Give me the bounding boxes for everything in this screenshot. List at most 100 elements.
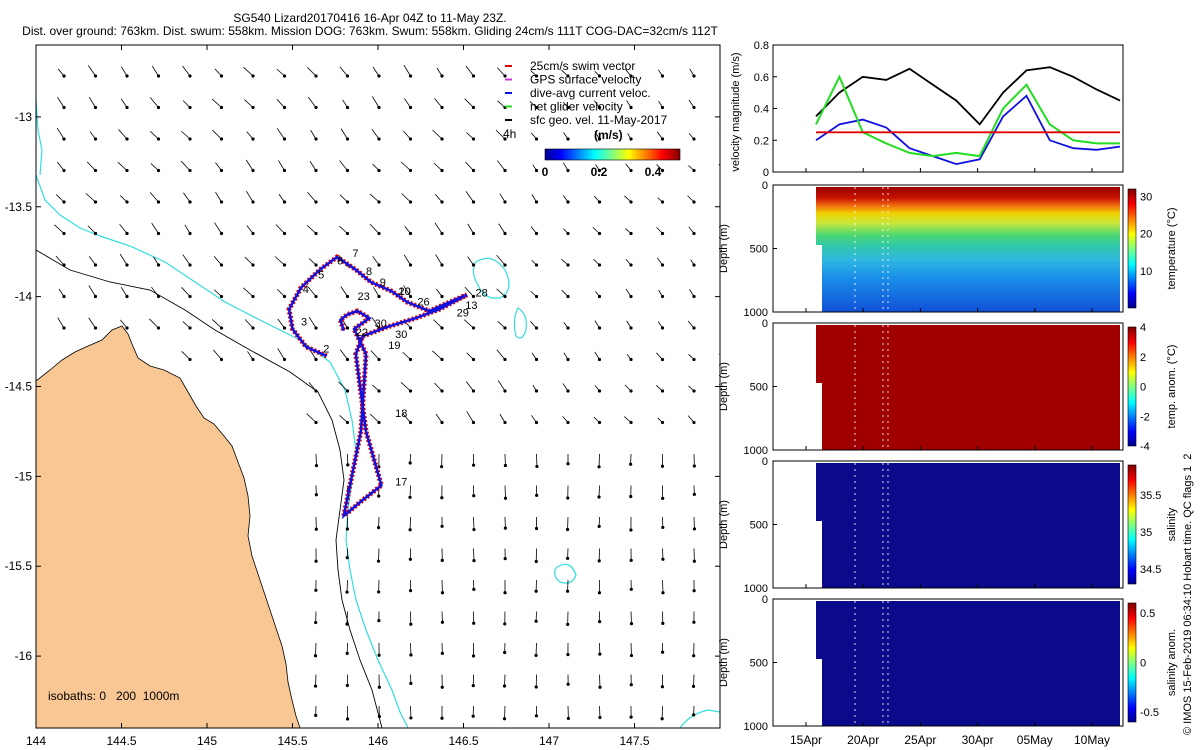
velocity-arrow xyxy=(244,99,254,108)
velocity-arrow-head xyxy=(93,105,98,110)
velocity-arrow-head xyxy=(503,294,507,299)
colorbar-tick-label: 2 xyxy=(1140,352,1146,364)
velocity-arrow-head xyxy=(440,465,444,469)
velocity-arrow-head xyxy=(597,168,602,173)
velocity-arrow-head xyxy=(660,326,665,330)
velocity-arrow-head xyxy=(724,717,727,720)
velocity-arrow xyxy=(433,319,443,329)
isobath-1000m-north xyxy=(36,99,43,176)
map-x-tick-label: 146.5 xyxy=(448,734,478,748)
velocity-arrow xyxy=(434,382,443,392)
velocity-arrow-head xyxy=(597,326,602,330)
velocity-arrow-head xyxy=(503,591,507,595)
velocity-arrow-head xyxy=(62,74,66,78)
velocity-arrow xyxy=(120,319,128,329)
velocity-arrow xyxy=(183,192,191,203)
velocity-arrow-head xyxy=(251,105,255,110)
map-x-tick-label: 145 xyxy=(197,734,217,748)
velocity-arrow-head xyxy=(440,420,444,425)
velocity-arrow-head xyxy=(219,105,224,110)
colorbar-tick-label: -4 xyxy=(1140,441,1150,453)
velocity-arrow-head xyxy=(62,231,66,236)
velocity-arrow-head xyxy=(471,683,475,688)
velocity-arrow xyxy=(151,65,159,77)
velocity-arrow-head xyxy=(597,524,601,529)
waypoint-label: 9 xyxy=(380,277,386,289)
time-tick-label: 10May xyxy=(1074,733,1110,747)
velocity-arrow xyxy=(277,348,285,360)
velocity-frame xyxy=(772,44,1124,173)
colorbar-tick-label: 0 xyxy=(1140,658,1146,670)
velocity-arrow-head xyxy=(471,137,476,141)
map-x-tick-label: 144.5 xyxy=(106,734,136,748)
velocity-arrow-head xyxy=(660,137,665,141)
velocity-arrow xyxy=(182,254,191,266)
velocity-arrow-head xyxy=(188,137,192,141)
velocity-arrow xyxy=(372,96,380,108)
velocity-arrow-head xyxy=(314,357,318,362)
velocity-arrow xyxy=(307,191,317,203)
velocity-arrow-head xyxy=(503,622,507,626)
velocity-arrow xyxy=(435,254,443,266)
map-x-tick-label: 147.5 xyxy=(619,734,649,748)
velocity-arrow-head xyxy=(566,74,570,78)
velocity-arrow-head xyxy=(188,200,192,204)
velocity-arrow-head xyxy=(660,389,665,393)
section-data-field xyxy=(816,187,1120,312)
velocity-arrow-head xyxy=(692,200,696,204)
velocity-arrow-head xyxy=(503,326,507,330)
velocity-arrow-head xyxy=(156,200,161,204)
velocity-arrow xyxy=(432,350,443,360)
colorbar-tick-label: 10 xyxy=(1140,266,1152,278)
velocity-arrow xyxy=(88,317,96,329)
velocity-arrow-head xyxy=(503,200,507,204)
velocity-arrow xyxy=(150,131,159,140)
velocity-arrow-head xyxy=(534,685,538,689)
velocity-arrow-head xyxy=(471,263,476,267)
time-tick-label: 30Apr xyxy=(962,733,994,747)
velocity-arrow-head xyxy=(503,263,507,267)
velocity-arrow-head xyxy=(629,105,633,110)
velocity-arrow-head xyxy=(692,357,696,362)
velocity-arrow xyxy=(465,161,474,171)
velocity-arrow-head xyxy=(440,620,445,624)
legend-entry: net glider velocity xyxy=(530,100,623,114)
velocity-arrow xyxy=(463,319,474,329)
velocity-arrow-head xyxy=(313,654,318,658)
legend-entry: sfc geo. vel. 11-May-2017 xyxy=(530,113,668,127)
velocity-arrow-head xyxy=(566,556,570,560)
velocity-arrow-head xyxy=(282,263,287,267)
velocity-arrow-head xyxy=(566,652,570,657)
velocity-arrow-head xyxy=(534,559,538,564)
velocity-arrow xyxy=(339,66,348,77)
velocity-arrow xyxy=(309,161,317,171)
velocity-arrow xyxy=(306,413,317,423)
velocity-arrow-head xyxy=(314,559,318,563)
velocity-arrow-head xyxy=(440,558,444,562)
section-colorbar xyxy=(1127,602,1137,723)
velocity-arrow xyxy=(308,316,317,329)
velocity-arrow-head xyxy=(282,137,287,141)
velocity-arrow xyxy=(88,256,96,266)
colorbar-label: salinity xyxy=(1166,507,1178,541)
velocity-arrow-head xyxy=(503,137,507,141)
velocity-arrow xyxy=(275,224,285,234)
velocity-arrow-head xyxy=(534,263,539,267)
velocity-arrow-head xyxy=(345,231,350,236)
velocity-arrow-head xyxy=(597,294,602,299)
velocity-arrow-head xyxy=(93,326,98,330)
velocity-arrow xyxy=(496,254,506,266)
depth-tick-label: 500 xyxy=(750,658,768,670)
velocity-arrow-head xyxy=(345,683,349,688)
velocity-arrow-head xyxy=(125,263,129,267)
velocity-arrow-head xyxy=(345,389,350,393)
depth-tick-label: 500 xyxy=(750,382,768,394)
section-panel: 0 500 1000 Depth (m) 0.5 0 -0.5 salinity anom. xyxy=(718,594,1178,733)
velocity-arrow-head xyxy=(62,326,66,330)
velocity-arrow xyxy=(182,321,191,329)
velocity-arrow xyxy=(466,411,474,423)
velocity-arrow-head xyxy=(629,74,633,78)
waypoint-label: 19 xyxy=(388,340,400,352)
velocity-arrow-head xyxy=(219,263,224,267)
velocity-arrow xyxy=(184,224,191,234)
